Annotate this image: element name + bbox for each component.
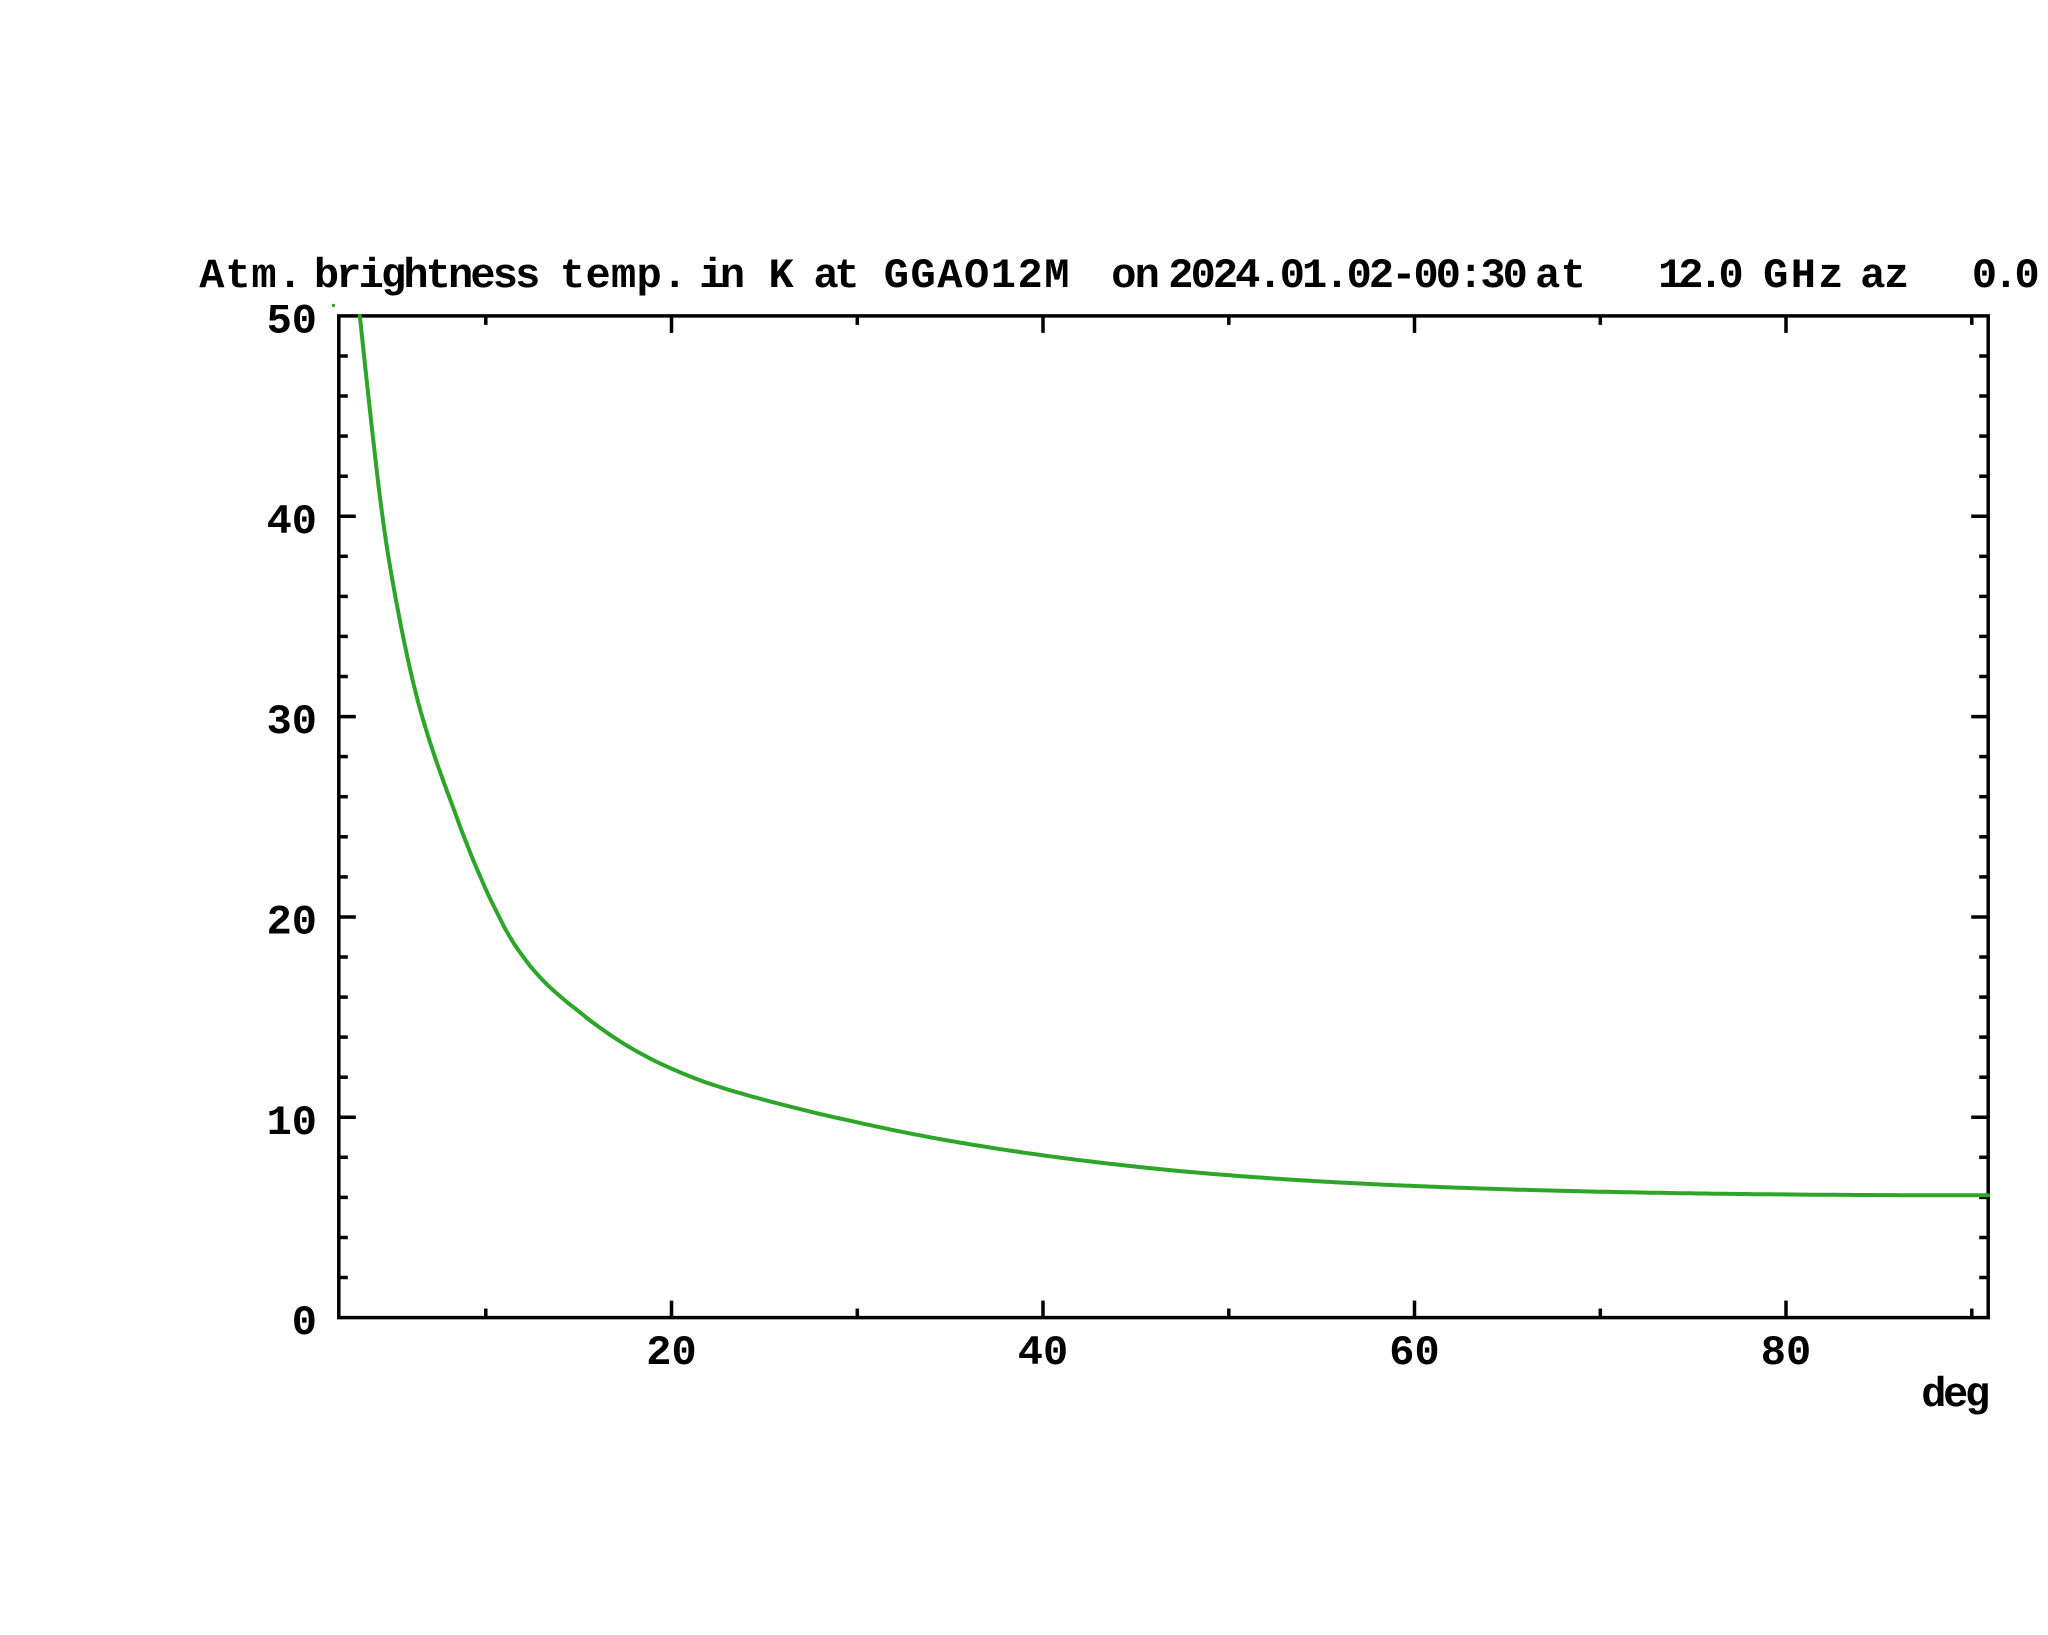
svg-text:2024.01.02-00:30: 2024.01.02-00:30 (1168, 252, 1528, 300)
svg-text:brightness: brightness (314, 252, 540, 300)
svg-text:12.0: 12.0 (1658, 252, 1744, 300)
svg-text:20: 20 (646, 1329, 696, 1377)
svg-text:20: 20 (267, 899, 317, 947)
svg-text:temp.: temp. (560, 252, 687, 300)
svg-text:50: 50 (267, 297, 317, 345)
svg-text:10: 10 (267, 1099, 317, 1147)
svg-text:0.0: 0.0 (1972, 252, 2040, 300)
svg-text:deg: deg (1921, 1371, 1990, 1419)
svg-text:40: 40 (1018, 1329, 1068, 1377)
svg-text:40: 40 (267, 498, 317, 546)
svg-text:GGAO12M: GGAO12M (884, 252, 1070, 300)
svg-text:at: at (1535, 252, 1586, 300)
svg-text:on: on (1111, 252, 1160, 300)
svg-text:at: at (814, 252, 860, 300)
svg-text:Atm.: Atm. (199, 252, 302, 300)
svg-text:az: az (1860, 252, 1909, 300)
svg-text:0: 0 (292, 1299, 317, 1347)
svg-text:30: 30 (267, 698, 317, 746)
svg-text:in: in (699, 252, 745, 300)
svg-text:80: 80 (1761, 1329, 1811, 1377)
svg-text:60: 60 (1389, 1329, 1439, 1377)
svg-text:K: K (769, 252, 795, 300)
svg-text:GHz: GHz (1763, 252, 1843, 300)
